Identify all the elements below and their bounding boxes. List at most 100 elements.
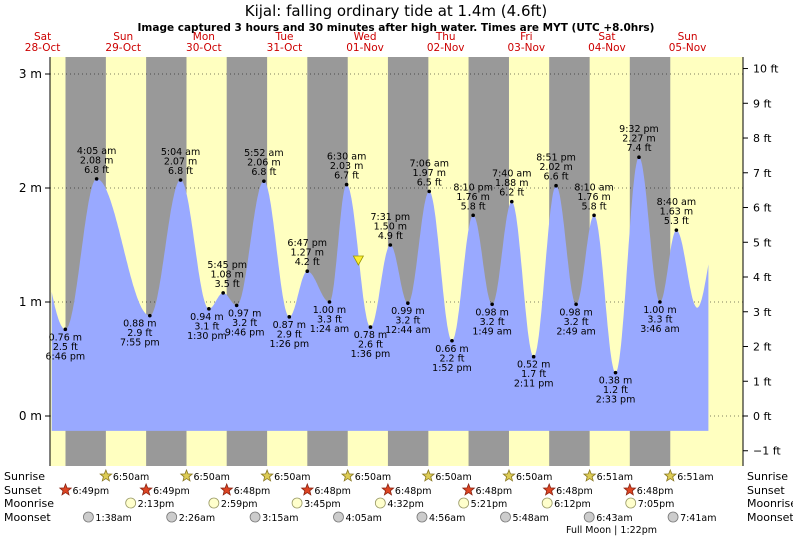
sunset-time: 6:49pm [73, 486, 110, 497]
tide-label: 6.7 ft [334, 171, 359, 182]
right-tick-label: 6 ft [753, 202, 772, 215]
tide-label: 1:24 am [310, 324, 349, 335]
axes: 0 m 1 m 2 m 3 m −1 ft 0 ft 1 ft 2 ft 3 ft 4 ft 5 f… [19, 57, 781, 466]
tide-label: 0.87 m [273, 320, 306, 331]
row-label-left: Moonrise [4, 497, 54, 510]
left-tick-label: 0 m [19, 409, 42, 423]
tide-label: 0.66 m [435, 344, 468, 355]
moonset-time: 3:15am [262, 513, 298, 524]
tide-label: 5.3 ft [664, 216, 689, 227]
row-label-left: Moonset [4, 511, 51, 524]
moonset-time: 2:26am [179, 513, 215, 524]
tide-label: 12:44 am [385, 325, 430, 336]
tide-point [427, 189, 432, 194]
tide-label: 3.3 ft [647, 315, 672, 326]
tide-point [471, 213, 475, 218]
row-label-right: Sunrise [747, 470, 788, 483]
right-tick-label: 0 ft [753, 410, 772, 423]
tide-label: 7:40 am [492, 169, 531, 180]
tide-point [637, 155, 641, 160]
tide-label: 0.88 m [123, 319, 156, 330]
chart-title: Kijal: falling ordinary tide at 1.4m (4.… [245, 2, 548, 20]
tide-label: 1.88 m [495, 178, 528, 189]
row-label-right: Moonset [747, 511, 793, 524]
tide-point [234, 303, 239, 308]
tide-point [574, 302, 578, 307]
tide-point [531, 354, 536, 359]
tide-label: 4.9 ft [378, 231, 403, 242]
tide-label: 1.27 m [291, 248, 324, 259]
moonset-icon [416, 511, 428, 523]
moonrise-time: 7:05pm [638, 499, 675, 510]
right-tick-label: −1 ft [753, 445, 781, 458]
tide-label: 1:26 pm [269, 339, 309, 350]
tide-label: 3.2 ft [564, 317, 589, 328]
sunrise-time: 6:50am [274, 472, 310, 483]
row-label-left: Sunrise [4, 470, 45, 483]
tide-label: 6.6 ft [544, 172, 569, 183]
tide-point [613, 370, 618, 375]
moonrise-icon [291, 497, 303, 509]
tide-label: 3.3 ft [317, 315, 342, 326]
moonrise-time: 2:13pm [138, 499, 175, 510]
sunset-time: 6:48pm [637, 486, 674, 497]
row-label-right: Moonrise [747, 497, 793, 510]
tide-label: 1:30 pm [187, 331, 227, 342]
tide-label: 2.2 ft [439, 353, 464, 364]
tide-point [674, 228, 679, 232]
tide-label: 1.76 m [577, 192, 610, 203]
sunrise-icon [260, 468, 274, 482]
tide-label: 2.6 ft [358, 340, 383, 351]
moonset-icon [500, 511, 511, 523]
day-date-label: 28-Oct [25, 42, 61, 54]
left-tick-label: 3 m [19, 67, 42, 81]
tide-label: 2.02 m [539, 162, 572, 173]
moonrise-time: 4:32pm [387, 499, 424, 510]
tide-label: 0.98 m [559, 307, 592, 318]
day-date-label: 01-Nov [346, 42, 384, 54]
sunrise-icon [340, 468, 355, 482]
tide-label: 9:32 pm [619, 124, 659, 135]
tide-label: 2:33 pm [596, 395, 636, 406]
tide-point [388, 243, 393, 247]
sunrise-time: 6:51am [597, 472, 633, 483]
chart-subtitle: Image captured 3 hours and 30 minutes af… [138, 22, 655, 34]
tide-label: 3.2 ft [480, 317, 505, 328]
tide-area [51, 157, 709, 431]
tide-label: 8:10 pm [453, 182, 493, 193]
sunset-icon [623, 482, 637, 496]
tide-label: 5:52 am [244, 148, 283, 159]
tide-point [148, 313, 152, 318]
sunrise-time: 6:50am [355, 472, 391, 483]
moonrise-icon [125, 497, 137, 509]
tide-label: 1:49 am [472, 326, 511, 337]
tide-point [207, 307, 211, 311]
day-name-label: Thu [435, 31, 456, 43]
tide-label: 3.1 ft [194, 321, 219, 332]
sunset-icon [381, 482, 395, 496]
day-name-label: Sun [113, 31, 133, 43]
tide-label: 6.8 ft [84, 165, 109, 176]
day-date-label: 29-Oct [105, 42, 141, 54]
moonset-time: 7:41am [680, 513, 716, 524]
tide-label: 7.4 ft [626, 143, 651, 154]
tide-label: 4.2 ft [295, 257, 320, 268]
left-tick-label: 2 m [19, 181, 42, 195]
tide-label: 1.08 m [210, 269, 243, 280]
moonrise-icon [374, 497, 386, 509]
tide-label: 2:49 am [556, 326, 595, 337]
day-date-label: 31-Oct [267, 42, 303, 54]
tide-point [368, 325, 373, 329]
day-date-label: 04-Nov [588, 42, 626, 54]
tide-label: 9:46 pm [225, 327, 265, 338]
tide-label: 0.94 m [190, 312, 223, 323]
tide-label: 1.7 ft [521, 369, 546, 380]
tide-label: 5:04 am [161, 147, 200, 158]
tide-label: 1:52 pm [432, 363, 472, 374]
tide-label: 5.8 ft [461, 201, 486, 212]
moonrise-time: 2:59pm [221, 499, 258, 510]
moonset-icon [166, 511, 178, 523]
right-tick-label: 1 ft [753, 375, 772, 388]
day-name-label: Sun [678, 31, 698, 43]
